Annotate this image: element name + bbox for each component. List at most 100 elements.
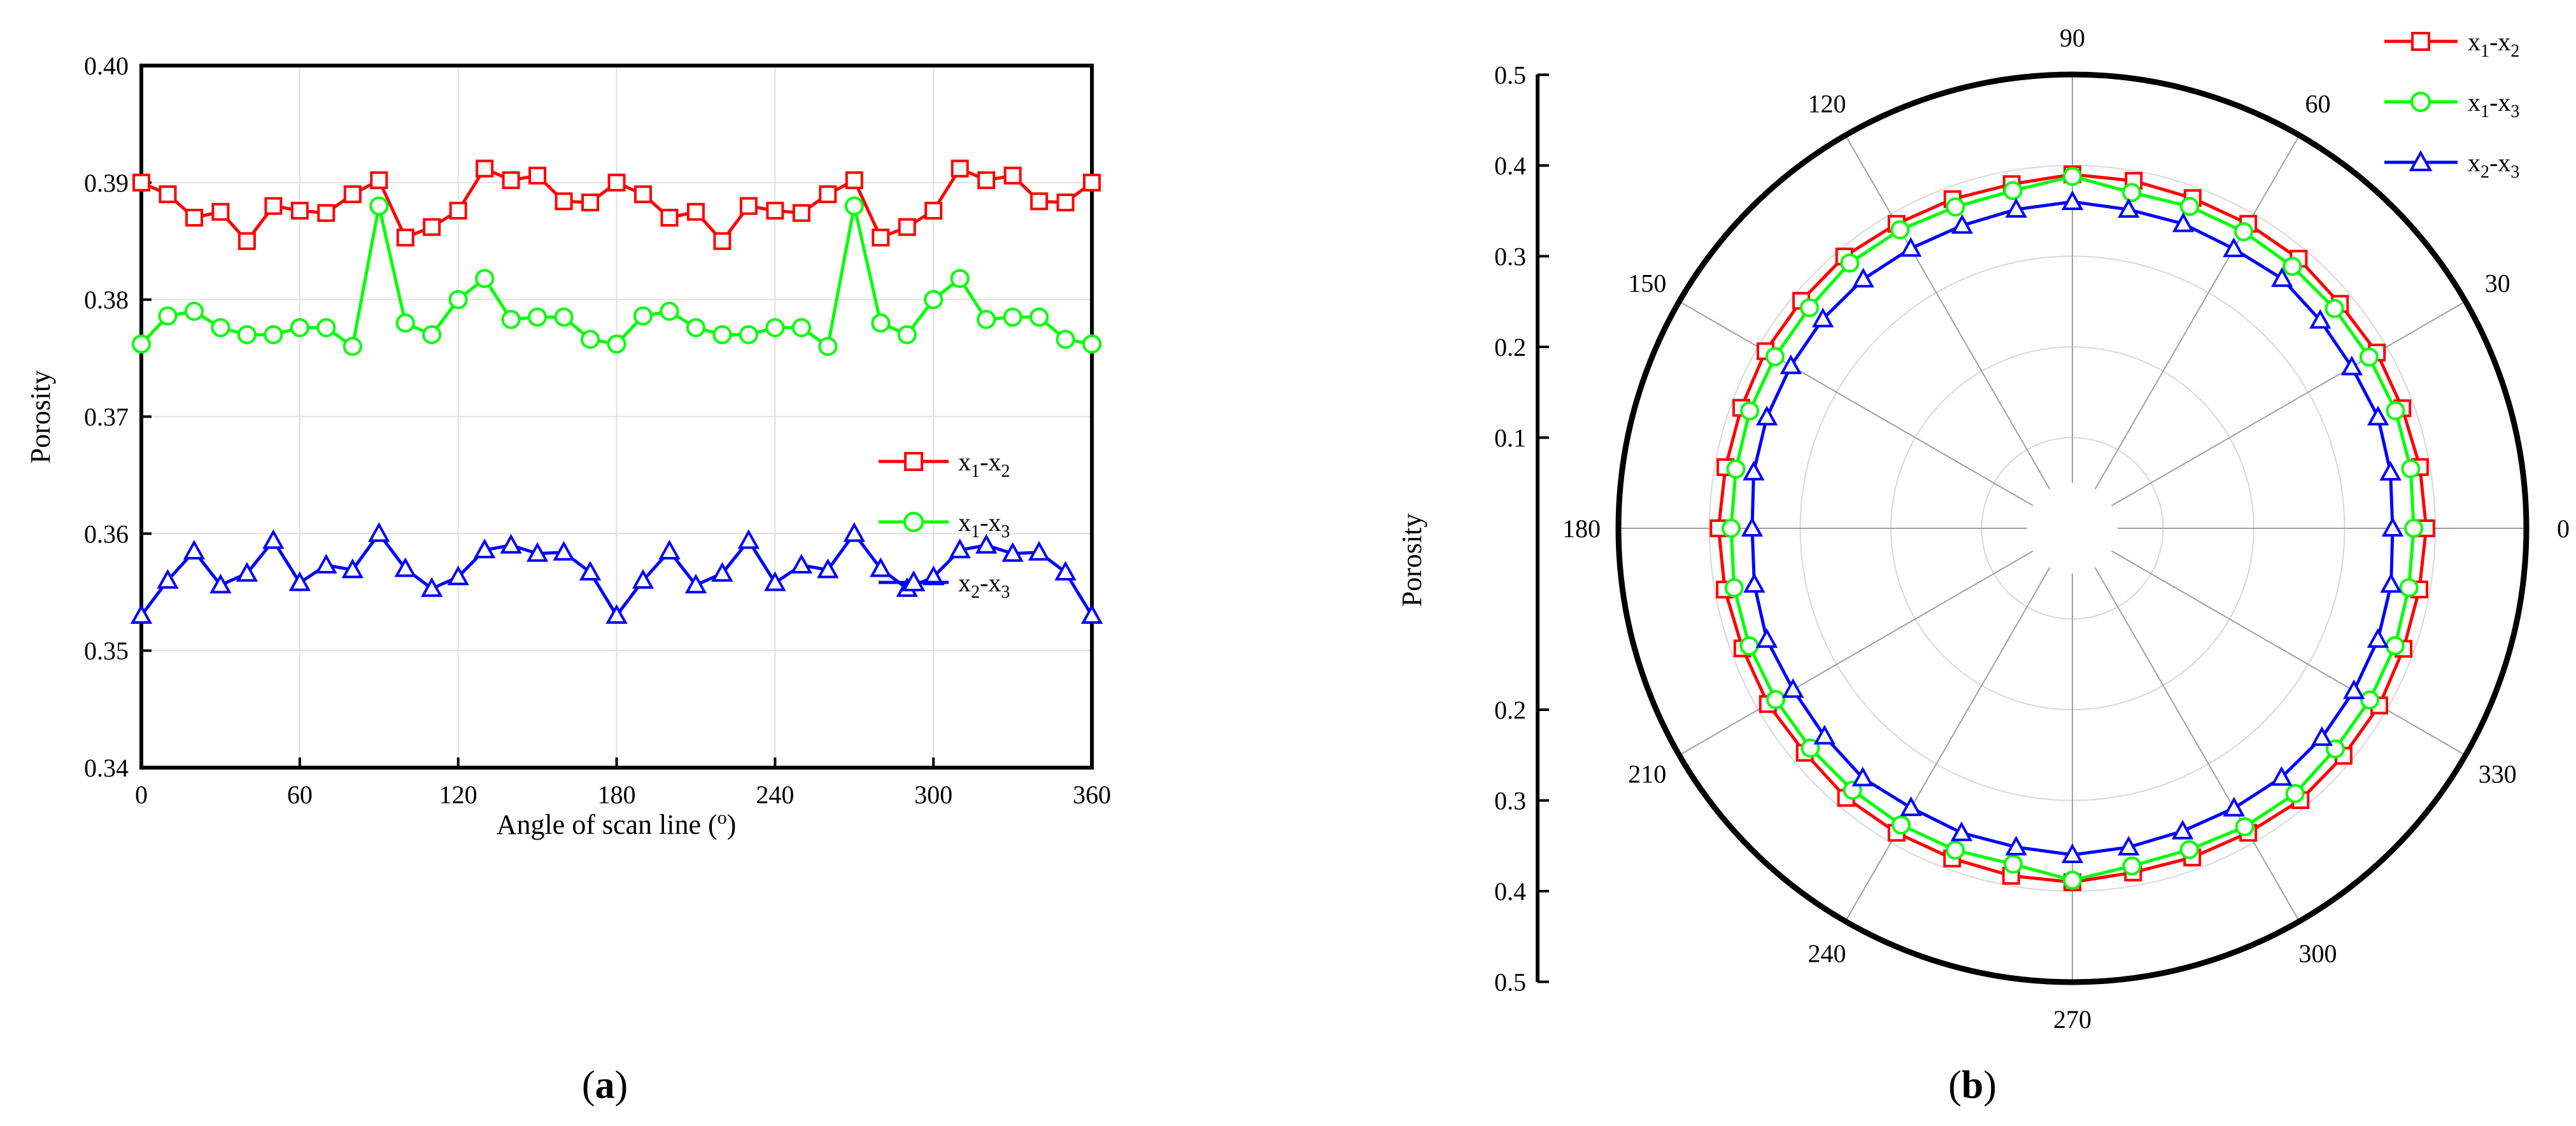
radial-axis: 0.5 0.4 0.3 0.2 0.1 0.2 0.3 0.4 0.5 xyxy=(1494,61,1549,997)
data-point-x2-x3 xyxy=(526,542,549,562)
data-point-x2-x3 xyxy=(843,522,865,542)
data-point-x2-x3 xyxy=(605,604,628,624)
data-point-x2-x3 xyxy=(2340,355,2363,376)
data-point-x1-x2 xyxy=(211,202,230,221)
legend-item-x1-x3: x1-x3 xyxy=(2384,88,2519,122)
angle-labels: 0 30 60 90 120 150 180 210 240 270 300 330 xyxy=(1562,24,2570,1034)
data-point-x1-x2 xyxy=(792,204,810,222)
legend-marker xyxy=(2410,92,2431,112)
data-point-x2-x3 xyxy=(2172,212,2195,232)
data-point-x2-x3 xyxy=(157,568,179,589)
data-point-x1-x3 xyxy=(871,313,891,333)
data-point-x2-x3 xyxy=(2118,836,2140,856)
data-point-x1-x2 xyxy=(396,229,414,247)
legend-label: x1-x2 xyxy=(958,447,1010,481)
data-point-x1-x3 xyxy=(2063,167,2082,186)
data-point-x2-x3 xyxy=(2118,198,2140,218)
data-point-x1-x3 xyxy=(2180,197,2200,216)
data-point-x1-x3 xyxy=(712,325,732,344)
legend-marker xyxy=(2409,150,2433,171)
data-point-x1-x3 xyxy=(1890,220,1910,240)
data-point-x1-x2 xyxy=(607,173,626,192)
data-point-x1-x3 xyxy=(237,325,257,344)
data-point-x1-x2 xyxy=(528,166,547,185)
data-point-x1-x2 xyxy=(766,201,784,220)
polar-outer-ring xyxy=(1615,71,2530,985)
data-point-x1-x2 xyxy=(898,218,916,236)
grid-spoke xyxy=(2111,550,2466,756)
data-point-x2-x3 xyxy=(2381,517,2404,537)
data-point-x1-x2 xyxy=(185,208,203,227)
data-point-x1-x3 xyxy=(290,318,309,337)
data-point-x1-x2 xyxy=(237,232,256,250)
data-point-x1-x3 xyxy=(1003,307,1023,327)
data-point-x2-x3 xyxy=(870,557,892,577)
data-point-x1-x3 xyxy=(2325,299,2344,318)
data-point-x1-x3 xyxy=(1766,690,1786,710)
data-point-x1-x2 xyxy=(476,159,494,178)
data-point-x2-x3 xyxy=(579,561,602,581)
data-point-x1-x3 xyxy=(1945,840,1965,860)
data-point-x2-x3 xyxy=(1080,604,1103,624)
series-x1-x3 xyxy=(1721,167,2424,890)
data-point-x1-x3 xyxy=(2385,636,2405,656)
data-point-x2-x3 xyxy=(1899,237,1922,257)
data-point-x2-x3 xyxy=(2342,679,2365,700)
data-point-x1-x3 xyxy=(554,307,574,327)
y-axis-label: Porosity xyxy=(1396,514,1427,607)
angle-label: 300 xyxy=(2299,940,2337,968)
data-point-x2-x3 xyxy=(368,522,390,542)
data-point-x1-x3 xyxy=(475,269,495,288)
data-point-x1-x3 xyxy=(977,309,996,329)
y-axis-label: Porosity xyxy=(25,370,56,464)
data-point-x1-x3 xyxy=(1726,459,1746,479)
grid-lines xyxy=(141,65,1093,768)
series-x1-x3 xyxy=(132,196,1101,356)
data-point-x2-x3 xyxy=(1851,766,1874,787)
x-axis-label: Angle of scan line (o) xyxy=(497,807,737,840)
radial-tick-label: 0.4 xyxy=(1494,877,1526,906)
x-tick-label: 360 xyxy=(1073,780,1111,809)
data-point-x2-x3 xyxy=(1741,517,1764,537)
angle-label: 240 xyxy=(1808,940,1846,968)
data-point-x1-x3 xyxy=(950,269,970,288)
data-point-x1-x3 xyxy=(2285,784,2305,803)
data-point-x1-x3 xyxy=(2282,257,2302,276)
data-point-x2-x3 xyxy=(2379,460,2402,481)
data-point-x1-x2 xyxy=(951,159,969,178)
data-point-x1-x2 xyxy=(343,185,362,204)
data-point-x1-x3 xyxy=(1891,815,1911,834)
data-point-x1-x3 xyxy=(765,318,785,337)
data-point-x1-x2 xyxy=(845,171,863,190)
data-point-x2-x3 xyxy=(2271,267,2293,287)
data-point-x1-x3 xyxy=(897,325,917,344)
data-point-x1-x3 xyxy=(844,196,864,216)
angle-label: 330 xyxy=(2479,760,2517,789)
data-point-x1-x2 xyxy=(819,185,837,204)
data-point-x2-x3 xyxy=(1780,354,1802,374)
series-group xyxy=(1709,165,2435,892)
data-point-x2-x3 xyxy=(1781,678,1804,698)
data-point-x1-x3 xyxy=(2003,854,2023,874)
data-point-x1-x2 xyxy=(713,232,732,250)
data-point-x1-x3 xyxy=(1721,519,1741,538)
legend-item-x2-x3: x2-x3 xyxy=(879,568,1010,602)
data-point-x1-x2 xyxy=(660,208,679,227)
legend-item-x1-x3: x1-x3 xyxy=(879,508,1010,542)
x-tick-label: 300 xyxy=(914,780,952,809)
data-point-x1-x3 xyxy=(448,290,468,309)
data-point-x1-x2 xyxy=(132,173,150,192)
data-point-x1-x3 xyxy=(528,307,548,327)
series-x1-x2 xyxy=(132,159,1101,250)
radial-tick-label: 0.5 xyxy=(1494,968,1526,997)
series-group xyxy=(130,159,1103,624)
radial-tick-label: 0.2 xyxy=(1494,696,1526,724)
legend-marker xyxy=(903,512,924,532)
data-point-x1-x3 xyxy=(2404,519,2424,538)
data-point-x1-x3 xyxy=(739,325,758,344)
data-point-x1-x2 xyxy=(686,202,705,221)
y-tick-label: 0.35 xyxy=(84,637,129,665)
y-tick-label: 0.36 xyxy=(84,519,129,548)
data-point-x2-x3 xyxy=(1001,542,1024,562)
radial-tick-label: 0.4 xyxy=(1494,151,1526,180)
